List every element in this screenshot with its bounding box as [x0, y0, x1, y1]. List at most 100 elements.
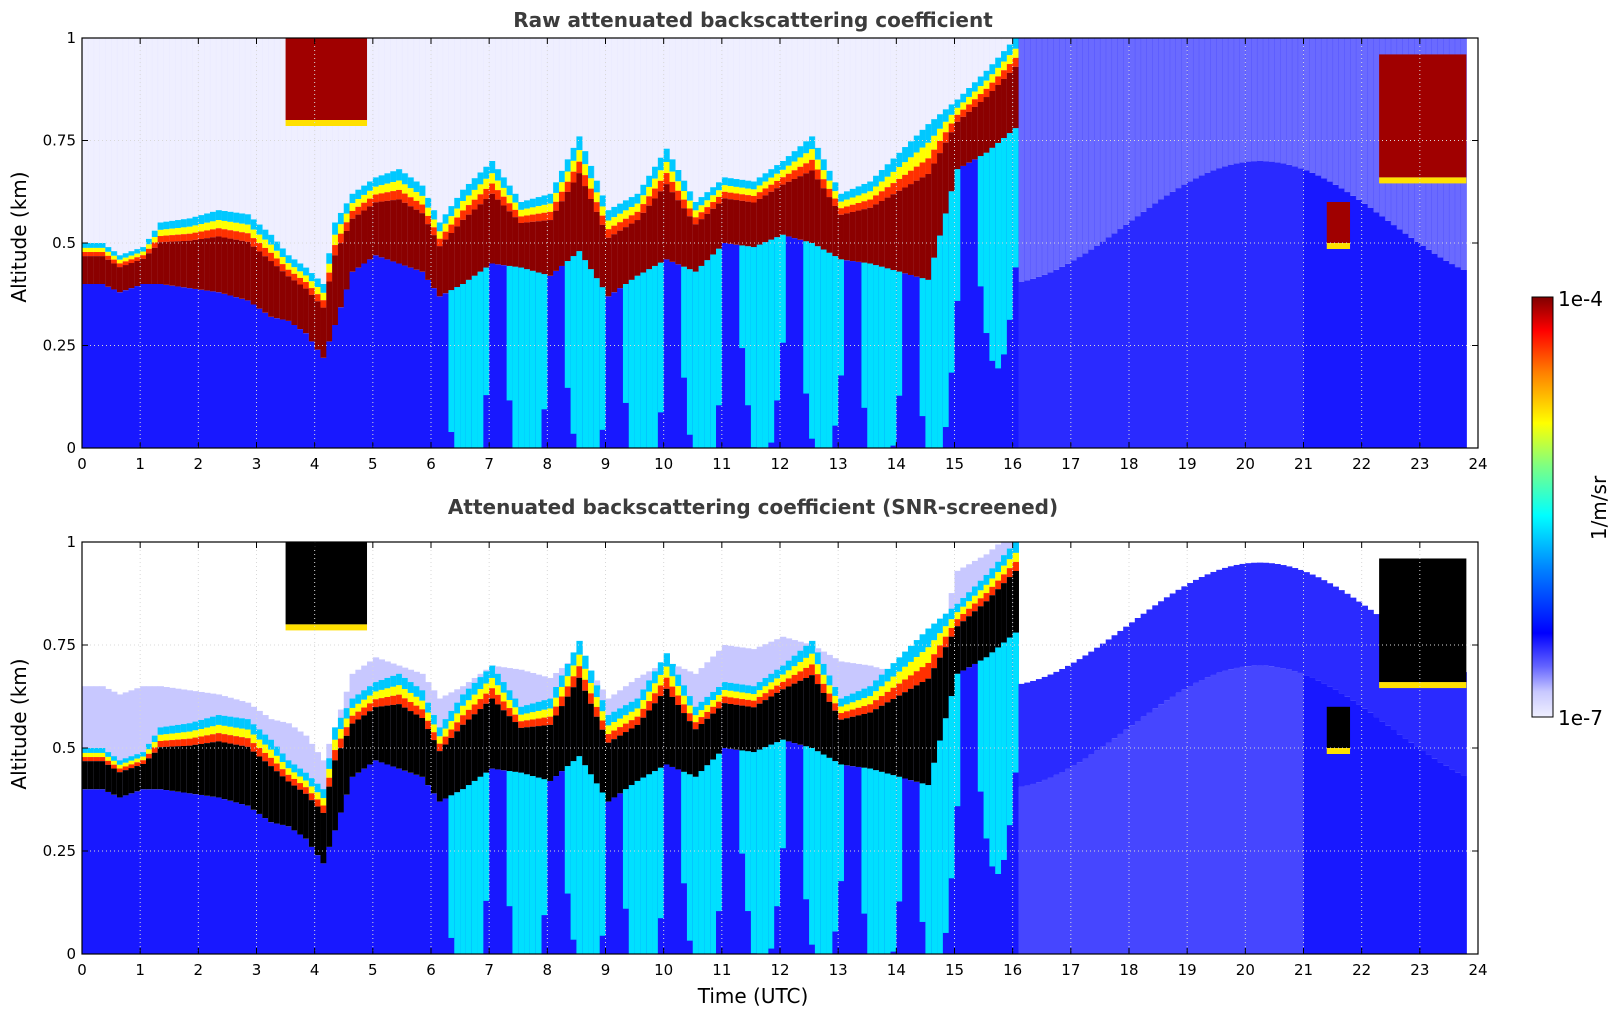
heat-cell	[1367, 712, 1374, 954]
heat-cell	[1030, 783, 1037, 954]
heat-cell	[1001, 51, 1008, 62]
heat-cell	[628, 720, 636, 729]
heat-cell	[878, 705, 886, 772]
heat-cell	[745, 699, 752, 707]
heat-cell	[524, 215, 531, 223]
heat-cell	[221, 211, 228, 221]
y-tick-label: 0.25	[43, 842, 76, 860]
heat-cell	[1332, 586, 1339, 690]
heat-cell	[733, 193, 740, 201]
heat-cell	[471, 189, 479, 200]
heat-cell	[896, 695, 903, 777]
heat-cell	[105, 688, 112, 792]
heat-cell	[273, 763, 281, 772]
heat-cell	[832, 198, 839, 206]
x-tick-label: 16	[1003, 961, 1022, 979]
heat-cell	[797, 146, 804, 158]
heat-cell	[646, 38, 653, 270]
heat-cell	[239, 728, 246, 738]
heat-cell	[198, 719, 205, 729]
heat-cell	[140, 38, 147, 284]
heat-cell	[82, 752, 89, 758]
heat-cell	[814, 664, 822, 675]
heat-cell	[820, 38, 828, 250]
heat-cell	[291, 830, 298, 954]
heat-cell	[756, 38, 764, 245]
upper-cloud-layer	[1326, 706, 1351, 748]
heat-cell	[372, 177, 380, 187]
heat-cell	[622, 210, 630, 219]
heat-cell	[116, 292, 124, 448]
heat-cell	[256, 739, 263, 749]
heat-cell	[204, 213, 211, 223]
heat-cell	[878, 686, 886, 697]
heat-cell	[1326, 181, 1334, 449]
heat-cell	[622, 38, 630, 284]
heat-cell	[291, 259, 298, 268]
heat-cell	[907, 780, 915, 954]
heat-cell	[303, 275, 310, 283]
heat-cell	[1233, 38, 1241, 164]
heat-cell	[745, 38, 752, 247]
heat-cell	[407, 702, 415, 712]
heat-cell	[477, 709, 484, 777]
heat-cell	[1256, 665, 1264, 954]
heat-cell	[500, 177, 508, 188]
heat-cell	[169, 38, 176, 286]
heat-cell	[396, 685, 403, 695]
heat-cell	[843, 718, 851, 766]
heat-cell	[1286, 669, 1293, 954]
heat-cell	[547, 780, 554, 954]
heat-cell	[884, 773, 892, 954]
heat-cell	[838, 764, 845, 882]
heat-cell	[349, 723, 356, 777]
heat-cell	[646, 680, 653, 692]
heat-cell	[867, 696, 874, 705]
heat-cell	[244, 738, 252, 747]
heat-cell	[611, 722, 618, 731]
heat-cell	[460, 694, 467, 706]
heat-cell	[169, 220, 176, 229]
heat-cell	[361, 699, 368, 708]
heat-cell	[657, 685, 665, 697]
heat-cell	[768, 673, 775, 683]
heat-cell	[436, 743, 444, 752]
heat-cell	[803, 163, 810, 174]
heat-cell	[268, 261, 275, 317]
heat-cell	[512, 193, 519, 203]
heat-cell	[1245, 666, 1252, 954]
heat-cell	[93, 243, 100, 248]
heat-cell	[634, 211, 641, 221]
heat-cell	[1274, 666, 1281, 954]
heat-cell	[524, 727, 531, 775]
heat-cell	[721, 243, 729, 448]
heat-cell	[762, 242, 769, 448]
heat-cell	[227, 726, 234, 736]
x-tick-label: 2	[194, 961, 204, 979]
heat-cell	[122, 290, 130, 448]
heat-cell	[576, 150, 583, 162]
heat-cell	[657, 38, 665, 263]
heat-cell	[175, 38, 182, 287]
heat-cell	[337, 224, 345, 234]
heat-cell	[791, 170, 798, 179]
heat-cell	[1315, 680, 1322, 954]
heat-cell	[436, 751, 444, 802]
heat-cell	[314, 806, 321, 856]
heat-cell	[524, 208, 531, 216]
heat-cell	[593, 706, 601, 717]
heat-cell	[937, 235, 944, 448]
heat-cell	[343, 222, 351, 231]
heat-cell	[1006, 72, 1014, 134]
heat-cell	[175, 220, 182, 229]
heat-cell	[721, 689, 729, 697]
heat-cell	[454, 287, 461, 448]
heat-cell	[1076, 38, 1083, 258]
heat-cell	[87, 38, 95, 284]
heat-cell	[1239, 563, 1246, 667]
heat-cell	[681, 38, 688, 267]
heat-cell	[425, 702, 432, 713]
heat-cell	[919, 783, 926, 922]
heat-cell	[971, 663, 979, 954]
heat-cell	[983, 88, 990, 98]
